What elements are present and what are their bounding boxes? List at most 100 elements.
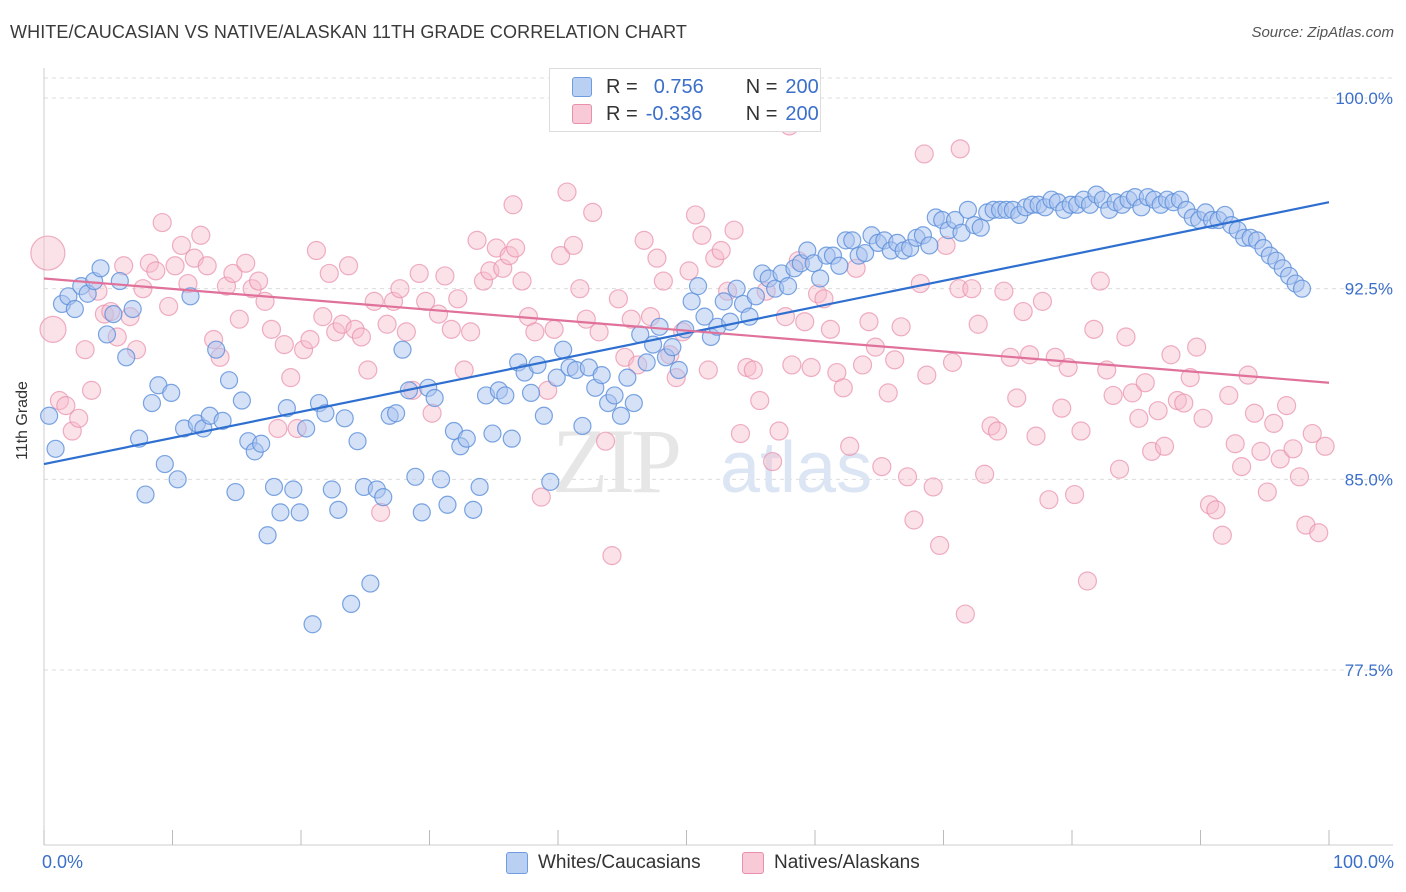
data-point-whites [155, 454, 174, 474]
data-point-whites [438, 495, 457, 514]
data-point-natives [550, 246, 571, 266]
data-point-natives [653, 271, 673, 291]
data-point-natives [139, 253, 159, 273]
legend-item-natives: Natives/Alaskans [742, 852, 920, 874]
data-point-whites [374, 488, 393, 507]
data-point-natives [897, 467, 918, 487]
data-point-whites [496, 386, 515, 405]
data-point-whites [425, 388, 444, 408]
data-point-natives [987, 421, 1008, 441]
data-point-natives [236, 253, 256, 273]
data-point-whites [290, 503, 309, 522]
data-point-whites [252, 434, 271, 453]
data-point-whites [316, 404, 335, 423]
data-point-natives [647, 248, 667, 268]
data-point-natives [1212, 525, 1232, 545]
x-tick-label-max: 100.0% [1332, 852, 1394, 872]
data-point-natives [1090, 271, 1110, 291]
data-point-natives [1309, 523, 1329, 543]
data-point-natives [914, 144, 934, 164]
data-point-whites [688, 277, 708, 296]
data-point-whites [361, 574, 380, 593]
data-point-natives [730, 423, 751, 444]
data-point-natives [942, 352, 963, 372]
data-point-natives [242, 279, 262, 299]
data-point-natives [1052, 398, 1072, 418]
data-point-natives [930, 535, 950, 556]
data-point-whites [271, 503, 290, 522]
data-point-natives [409, 263, 429, 284]
data-point-natives [229, 309, 249, 329]
data-point-natives [1103, 385, 1123, 406]
data-point-natives [602, 545, 622, 566]
data-point-whites [958, 200, 978, 219]
data-point-natives [1283, 439, 1303, 459]
legend-swatch-pink [742, 852, 764, 874]
data-point-natives [377, 314, 397, 334]
data-point-natives [820, 319, 841, 339]
data-point-natives [698, 360, 718, 380]
data-point-natives [975, 464, 995, 484]
data-point-whites [406, 467, 425, 486]
data-point-natives [1193, 408, 1213, 428]
data-point-natives [936, 235, 956, 256]
data-point-natives [512, 271, 532, 291]
data-point-whites [393, 340, 412, 359]
data-point-natives [1122, 383, 1142, 403]
data-point-natives [1244, 403, 1265, 423]
data-point-natives [692, 225, 712, 245]
data-point-whites [830, 256, 849, 275]
legend-swatch-pink [572, 104, 592, 124]
data-point-natives [448, 289, 468, 309]
data-point-whites [920, 236, 939, 255]
data-point-natives [345, 319, 365, 339]
legend-label-natives: Natives/Alaskans [774, 852, 920, 873]
data-point-natives [69, 408, 89, 428]
data-point-natives [782, 355, 802, 375]
data-point-natives [248, 271, 269, 291]
data-point-whites [592, 366, 611, 385]
data-point-natives [608, 289, 628, 309]
chart-title: WHITE/CAUCASIAN VS NATIVE/ALASKAN 11TH G… [10, 22, 687, 42]
data-point-natives [685, 205, 706, 225]
data-point-natives [769, 421, 789, 441]
data-point-whites [746, 287, 765, 306]
x-tick-label-min: 0.0% [42, 852, 84, 872]
data-point-natives [595, 431, 616, 451]
data-point-natives [499, 246, 519, 266]
data-point-whites [811, 269, 830, 288]
legend-r-label: R = [606, 102, 638, 125]
legend-swatch-blue [506, 852, 528, 874]
data-point-natives [531, 487, 551, 507]
data-point-natives [589, 322, 609, 342]
data-point-natives [750, 390, 770, 411]
data-point-natives [1019, 345, 1040, 365]
data-point-whites [483, 424, 502, 443]
data-point-whites [843, 231, 862, 250]
data-point-natives [833, 378, 853, 398]
data-point-whites [264, 477, 284, 497]
data-point-natives [146, 261, 166, 281]
data-point-natives [326, 322, 346, 342]
data-point-natives [891, 317, 911, 337]
data-point-natives [505, 238, 526, 258]
data-point-natives [1013, 301, 1033, 322]
data-point-natives [191, 225, 211, 245]
data-point-whites [284, 480, 303, 499]
data-point-whites [521, 383, 541, 402]
legend-n-label: N = [745, 75, 778, 98]
data-point-natives [300, 329, 320, 350]
legend-r-label: R = [606, 75, 638, 98]
series-legend: Whites/Caucasians Natives/Alaskans [0, 852, 1406, 878]
data-point-whites [213, 411, 232, 430]
data-point-natives [152, 212, 172, 233]
data-point-natives [1264, 413, 1284, 434]
data-point-natives [583, 202, 603, 222]
series-natives-points [30, 116, 1335, 624]
data-point-natives [1219, 385, 1239, 406]
data-point-natives [133, 279, 153, 299]
data-point-natives [56, 396, 76, 416]
data-point-whites [207, 340, 226, 359]
data-point-whites [605, 386, 624, 405]
